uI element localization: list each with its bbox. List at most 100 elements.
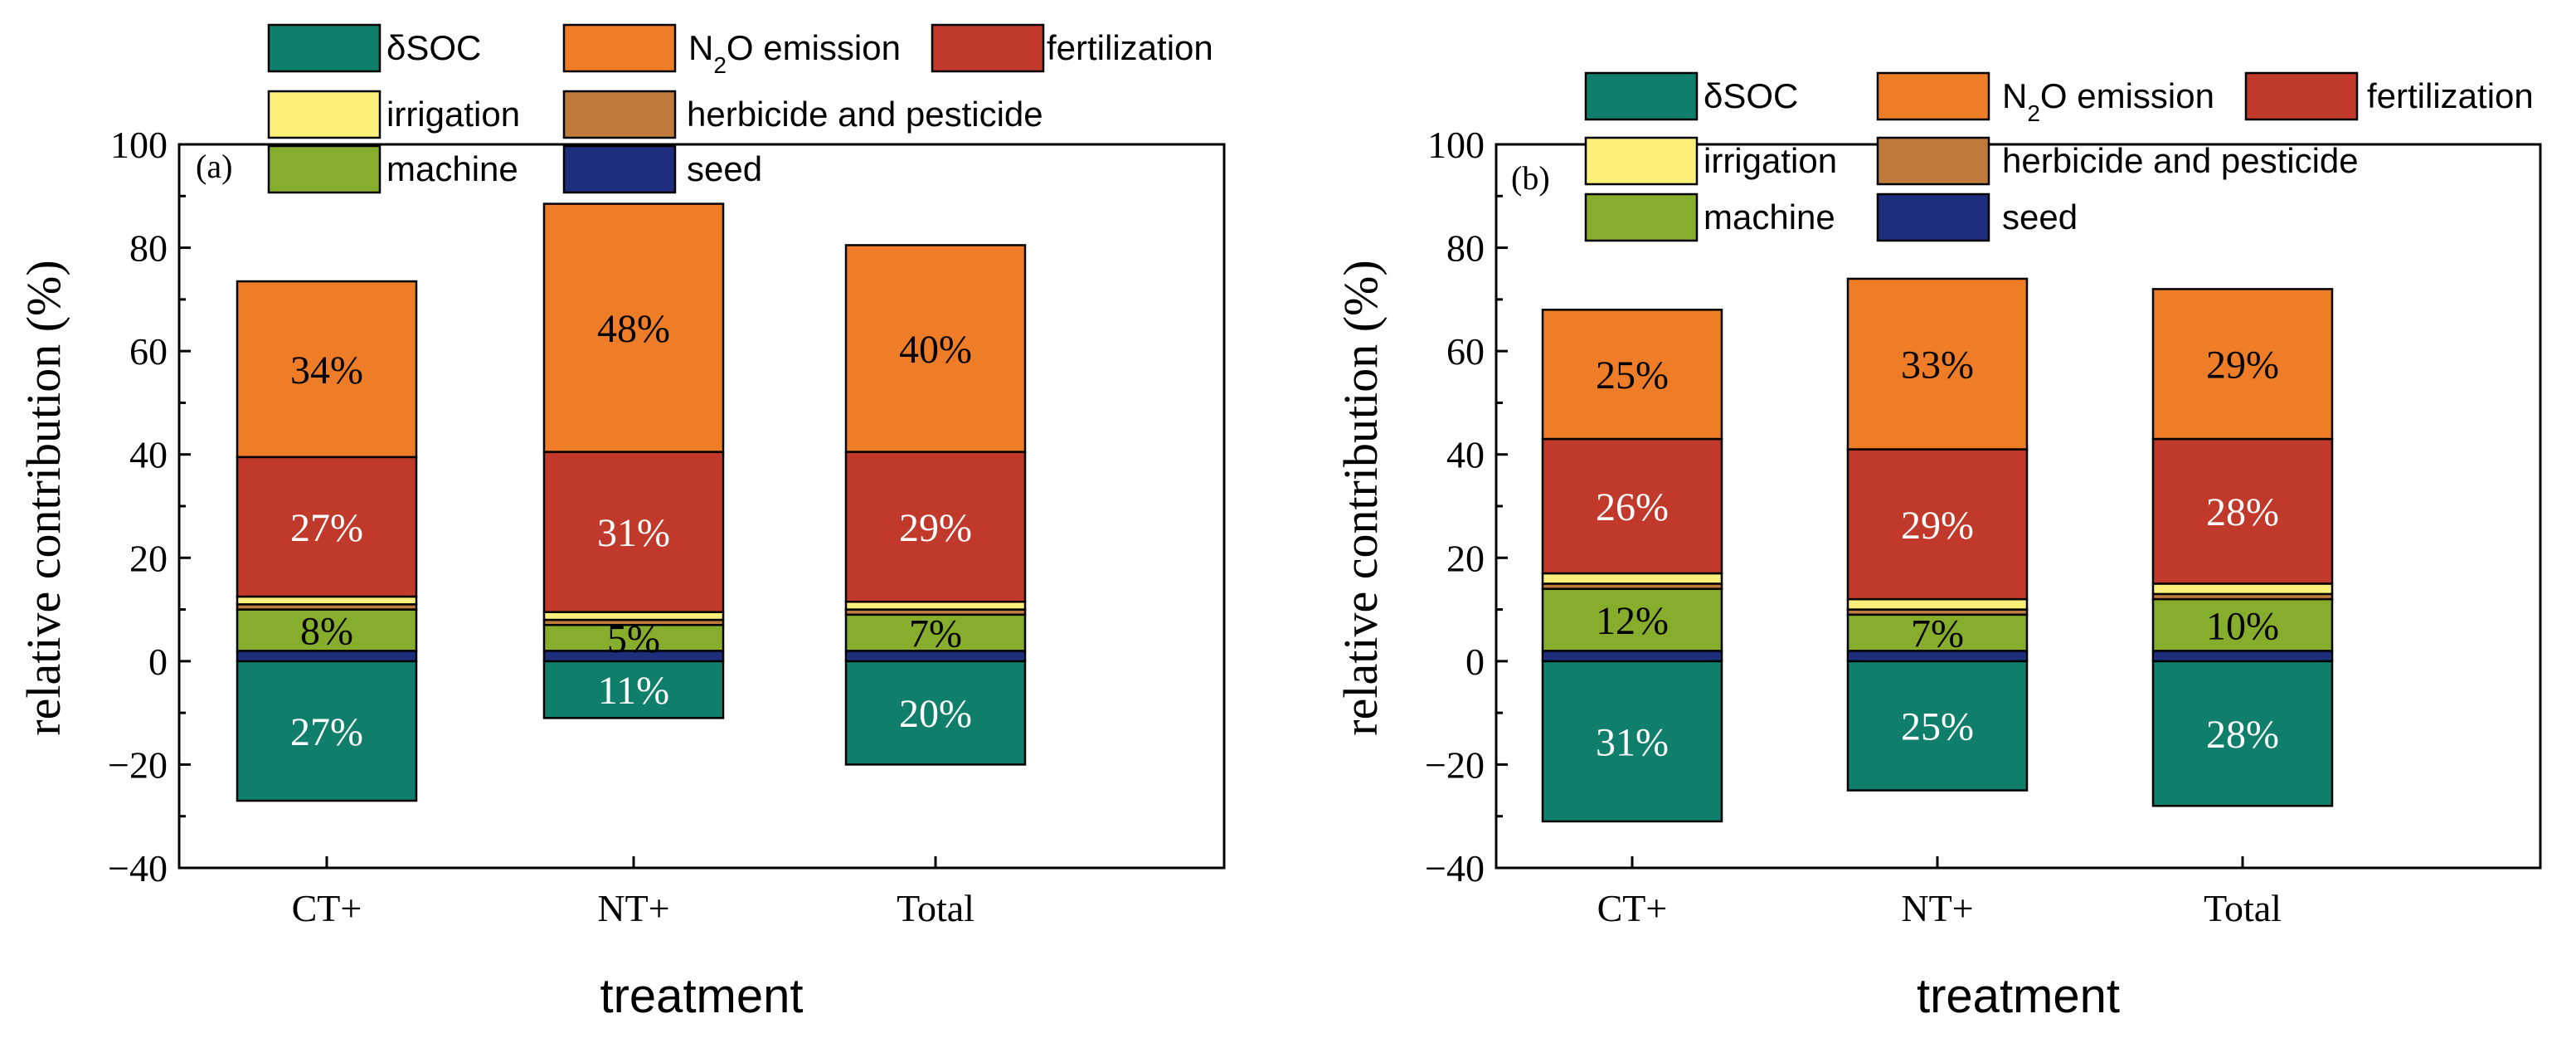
bar-segment-dSOC	[236, 660, 418, 802]
legend-label-N2O: N2O emission	[688, 28, 901, 78]
y-tick-label: 60	[1446, 330, 1485, 373]
y-tick-label: 60	[129, 330, 168, 373]
bar-segment-N2O	[1541, 309, 1723, 441]
data-label-N2O: 40%	[899, 328, 972, 372]
data-label-dSOC: 28%	[2206, 713, 2279, 757]
bar-segment-machine	[1846, 613, 2029, 652]
data-label-N2O: 29%	[2206, 344, 2279, 387]
bar-segment-irrigation	[1541, 572, 1723, 585]
legend-label-irrigation: irrigation	[386, 95, 520, 134]
bar-segment-N2O	[844, 244, 1027, 453]
legend-swatch-machine	[267, 144, 382, 194]
legend-swatch-seed	[1876, 192, 1990, 242]
data-label-dSOC: 11%	[598, 669, 669, 713]
bar-segment-N2O	[1846, 277, 2029, 451]
legend-swatch-fertilization	[2244, 71, 2359, 121]
bar-segment-fertilization	[542, 451, 725, 613]
y-axis-title: relative contribution (%)	[17, 260, 70, 735]
bar-segment-fertilization	[2151, 437, 2334, 585]
bar-segment-irrigation	[2151, 582, 2334, 596]
data-label-fertilization: 31%	[597, 511, 670, 555]
legend-swatch-irrigation	[267, 90, 382, 139]
x-axis-title: treatment	[600, 969, 804, 1023]
x-tick-label: Total	[2204, 887, 2282, 929]
legend-swatch-herbicide	[562, 90, 677, 139]
y-tick-label: −20	[108, 743, 168, 786]
y-tick-label: 0	[148, 641, 168, 683]
legend-label-seed: seed	[687, 149, 762, 188]
bar-segment-seed	[2151, 650, 2334, 663]
legend-label-dSOC: δSOC	[1704, 76, 1798, 115]
y-tick-label: 20	[1446, 537, 1485, 579]
y-tick-label: 80	[129, 227, 168, 270]
legend-swatch-N2O	[562, 23, 677, 73]
bar-segment-N2O	[2151, 288, 2334, 441]
chart-panel-b: 100 80 60 40 20 0 −20 −40 relative contribution …	[1334, 71, 2542, 1023]
legend-label-herbicide: herbicide and pesticide	[687, 95, 1043, 134]
x-tick-label: CT+	[292, 887, 362, 929]
x-tick-label: NT+	[597, 887, 669, 929]
legend: δSOC N2O emission fertilization irrigation h…	[267, 23, 1213, 194]
bar-segment-machine	[542, 624, 725, 652]
data-label-N2O: 34%	[290, 348, 363, 392]
bar-segment-dSOC	[1846, 660, 2029, 792]
bar-segment-irrigation	[1846, 597, 2029, 611]
data-label-N2O: 33%	[1901, 344, 1974, 387]
y-axis-title: relative contribution (%)	[1334, 260, 1388, 735]
y-tick-label: −20	[1425, 743, 1485, 786]
data-label-fertilization: 29%	[1901, 504, 1974, 548]
y-tick-label: 100	[110, 124, 168, 166]
legend: δSOC N2O emission fertilization irrigation h…	[1584, 71, 2534, 242]
x-axis-title: treatment	[1917, 969, 2120, 1023]
legend-label-fertilization: fertilization	[1047, 28, 1213, 67]
legend-label-machine: machine	[1704, 197, 1835, 236]
legend-swatch-fertilization	[931, 23, 1045, 73]
bar-segment-N2O	[542, 202, 725, 453]
bar-segment-machine	[844, 613, 1027, 652]
data-label-dSOC: 27%	[290, 710, 363, 754]
legend-label-herbicide: herbicide and pesticide	[2002, 141, 2359, 180]
data-label-machine: 7%	[909, 612, 962, 656]
data-label-dSOC: 20%	[899, 692, 972, 736]
bar-segment-N2O	[236, 280, 418, 459]
legend-swatch-machine	[1584, 192, 1699, 242]
legend-swatch-N2O	[1876, 71, 1990, 121]
data-label-dSOC: 25%	[1901, 705, 1974, 749]
x-tick-label: NT+	[1901, 887, 1973, 929]
bar-segment-machine	[236, 608, 418, 652]
data-label-N2O: 25%	[1596, 353, 1669, 397]
y-tick-label: 40	[1446, 434, 1485, 476]
legend-label-dSOC: δSOC	[386, 28, 481, 67]
bar-segment-fertilization	[1541, 437, 1723, 575]
bar-segment-fertilization	[236, 456, 418, 598]
bar-segment-irrigation	[236, 595, 418, 606]
data-label-fertilization: 28%	[2206, 490, 2279, 534]
bar-segment-irrigation	[542, 611, 725, 621]
data-label-machine: 12%	[1596, 599, 1669, 643]
legend-label-N2O: N2O emission	[2002, 76, 2214, 126]
y-tick-label: 80	[1446, 227, 1485, 270]
bar-segment-fertilization	[1846, 448, 2029, 601]
y-tick-label: −40	[1425, 847, 1485, 889]
data-label-machine: 10%	[2206, 604, 2279, 648]
bar-segment-machine	[1541, 587, 1723, 652]
legend-label-fertilization: fertilization	[2367, 76, 2534, 115]
x-tick-label: CT+	[1597, 887, 1668, 929]
legend-swatch-dSOC	[267, 23, 382, 73]
y-tick-label: 20	[129, 537, 168, 579]
chart-panel-a: 100 80 60 40 20 0 −20 −40 relative contribution …	[17, 23, 1226, 1023]
data-label-fertilization: 27%	[290, 506, 363, 550]
bar-segment-dSOC	[2151, 660, 2334, 807]
y-tick-label: 40	[129, 434, 168, 476]
data-label-machine: 7%	[1911, 612, 1964, 656]
legend-swatch-irrigation	[1584, 136, 1699, 186]
legend-swatch-herbicide	[1876, 136, 1990, 186]
x-tick-label: Total	[897, 887, 975, 929]
legend-label-irrigation: irrigation	[1704, 141, 1837, 180]
y-tick-label: 100	[1427, 124, 1485, 166]
bar-segment-irrigation	[844, 600, 1027, 611]
panel-label: (a)	[196, 148, 232, 185]
bar-segment-seed	[1541, 650, 1723, 663]
legend-swatch-dSOC	[1584, 71, 1699, 121]
